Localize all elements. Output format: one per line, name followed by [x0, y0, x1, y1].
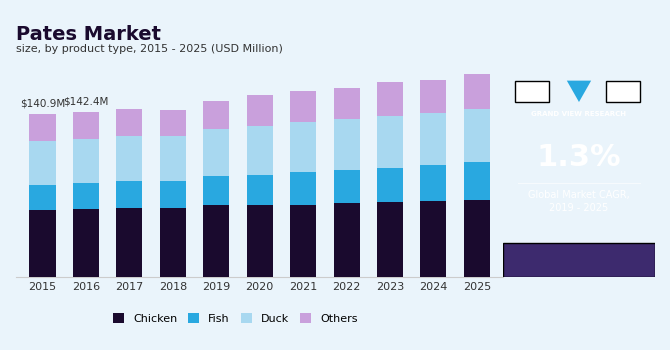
Text: $140.9M: $140.9M — [20, 99, 65, 108]
Text: Global Market CAGR,
2019 - 2025: Global Market CAGR, 2019 - 2025 — [528, 190, 630, 213]
Polygon shape — [567, 80, 591, 102]
Bar — [159, 181, 186, 208]
Bar — [334, 170, 360, 203]
Bar — [377, 116, 403, 168]
Bar — [159, 110, 186, 136]
Bar — [290, 122, 316, 172]
Bar — [334, 119, 360, 170]
Text: $142.4M: $142.4M — [63, 96, 109, 106]
Bar — [247, 175, 273, 205]
Bar — [247, 95, 273, 126]
Bar — [29, 210, 56, 278]
Bar — [117, 208, 143, 278]
FancyBboxPatch shape — [503, 243, 655, 278]
Bar — [464, 200, 490, 278]
Bar — [420, 201, 446, 278]
Bar — [159, 136, 186, 181]
Bar — [377, 168, 403, 202]
Bar — [290, 91, 316, 122]
Bar — [290, 205, 316, 278]
Bar — [117, 108, 143, 136]
Text: Source:
www.grandviewresearch.com: Source: www.grandviewresearch.com — [515, 250, 628, 271]
Text: size, by product type, 2015 - 2025 (USD Million): size, by product type, 2015 - 2025 (USD … — [17, 44, 283, 54]
Bar — [247, 205, 273, 278]
Bar — [290, 172, 316, 205]
Bar — [420, 80, 446, 113]
Bar — [159, 208, 186, 278]
FancyBboxPatch shape — [606, 80, 640, 102]
Bar — [203, 205, 229, 278]
Bar — [73, 112, 99, 139]
Text: Pates Market: Pates Market — [17, 25, 161, 44]
Bar — [420, 165, 446, 201]
Bar — [117, 181, 143, 208]
Bar — [203, 130, 229, 176]
Bar — [29, 141, 56, 185]
Bar — [464, 74, 490, 108]
Bar — [73, 139, 99, 183]
Bar — [73, 209, 99, 278]
Bar — [420, 113, 446, 165]
Text: 1.3%: 1.3% — [537, 143, 621, 172]
Bar — [464, 108, 490, 162]
Bar — [334, 88, 360, 119]
Bar — [464, 162, 490, 200]
Bar — [203, 176, 229, 205]
Legend: Chicken, Fish, Duck, Others: Chicken, Fish, Duck, Others — [109, 309, 362, 328]
Bar — [377, 82, 403, 116]
Bar — [29, 185, 56, 210]
Bar — [247, 126, 273, 175]
Bar — [73, 183, 99, 209]
Bar — [117, 136, 143, 181]
Bar — [377, 202, 403, 278]
FancyBboxPatch shape — [515, 80, 549, 102]
Bar — [29, 114, 56, 141]
Text: GRAND VIEW RESEARCH: GRAND VIEW RESEARCH — [531, 111, 626, 117]
Bar — [203, 100, 229, 130]
Bar — [334, 203, 360, 278]
